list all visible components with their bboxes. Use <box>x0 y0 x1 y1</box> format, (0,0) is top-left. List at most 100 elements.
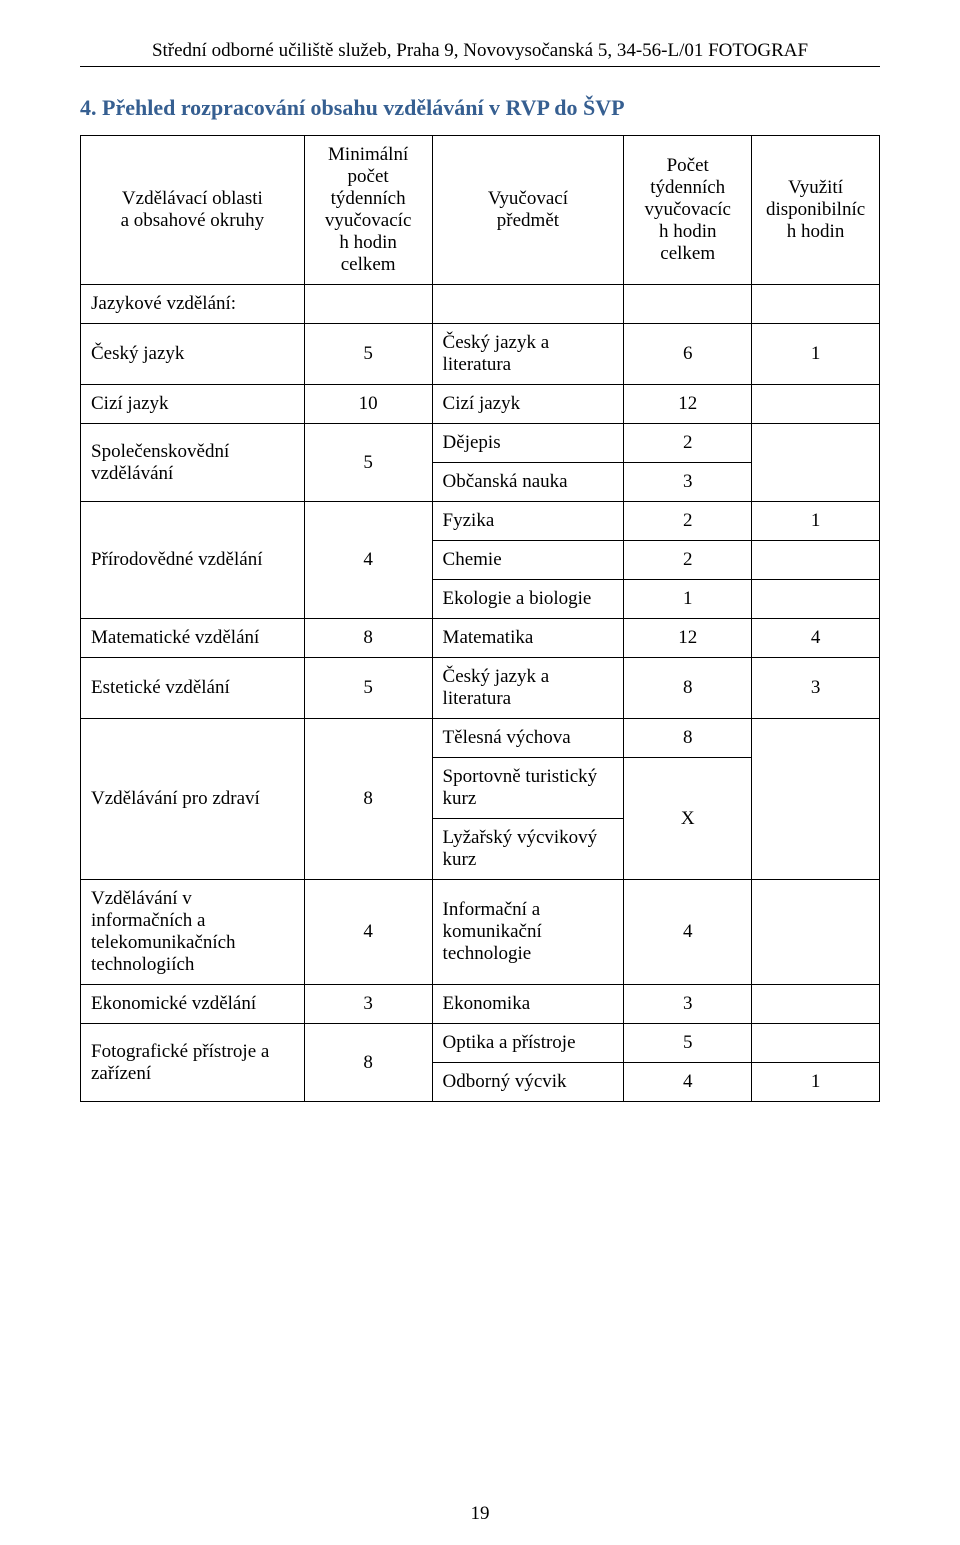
cell-empty <box>752 385 880 424</box>
cell-disp-cesky: 1 <box>752 324 880 385</box>
head-count: Počet týdenních vyučovacíc h hodin celke… <box>624 136 752 285</box>
cell-subj-dejepis: Dějepis <box>432 424 624 463</box>
cell-subj-ekobio: Ekologie a biologie <box>432 580 624 619</box>
cell-empty <box>624 285 752 324</box>
page-number: 19 <box>0 1503 960 1525</box>
head-cnt-l4: h hodin <box>634 221 741 243</box>
cell-min-cesky: 5 <box>304 324 432 385</box>
cell-cnt-telesna: 8 <box>624 719 752 758</box>
page: Střední odborné učiliště služeb, Praha 9… <box>0 0 960 1545</box>
table-row: Český jazyk 5 Český jazyk a literatura 6… <box>81 324 880 385</box>
head-min-l1: Minimální <box>315 144 422 166</box>
table-header-row: Vzdělávací oblasti a obsahové okruhy Min… <box>81 136 880 285</box>
cell-area-ikt: Vzdělávání v informačních a telekomunika… <box>81 880 305 985</box>
head-min-l3: týdenních <box>315 188 422 210</box>
cell-empty <box>752 1024 880 1063</box>
cell-cnt-cizi: 12 <box>624 385 752 424</box>
cell-min-mat: 8 <box>304 619 432 658</box>
head-min-hours: Minimální počet týdenních vyučovacíc h h… <box>304 136 432 285</box>
cell-empty <box>752 541 880 580</box>
head-subj-l1: Vyučovací <box>443 188 614 210</box>
cell-min-foto: 8 <box>304 1024 432 1102</box>
cell-subj-ikt: Informační a komunikační technologie <box>432 880 624 985</box>
cell-min-eko: 3 <box>304 985 432 1024</box>
cell-cnt-optika: 5 <box>624 1024 752 1063</box>
cell-min-zdravi: 8 <box>304 719 432 880</box>
head-areas-line2: a obsahové okruhy <box>91 210 294 232</box>
head-disp-l2: disponibilníc <box>762 199 869 221</box>
cell-disp-mat: 4 <box>752 619 880 658</box>
cell-subj-sport: Sportovně turistický kurz <box>432 758 624 819</box>
cell-cnt-est: 8 <box>624 658 752 719</box>
cell-cnt-sport-x: X <box>624 758 752 880</box>
cell-subj-est: Český jazyk a literatura <box>432 658 624 719</box>
cell-disp-odborny: 1 <box>752 1063 880 1102</box>
cell-cnt-eko: 3 <box>624 985 752 1024</box>
cell-cnt-odborny: 4 <box>624 1063 752 1102</box>
head-areas: Vzdělávací oblasti a obsahové okruhy <box>81 136 305 285</box>
cell-subj-odborny: Odborný výcvik <box>432 1063 624 1102</box>
cell-cnt-fyzika: 2 <box>624 502 752 541</box>
cell-area-foto: Fotografické přístroje a zařízení <box>81 1024 305 1102</box>
cell-empty <box>304 285 432 324</box>
cell-area-mat: Matematické vzdělání <box>81 619 305 658</box>
cell-cnt-cesky: 6 <box>624 324 752 385</box>
cell-subj-fyzika: Fyzika <box>432 502 624 541</box>
cell-area-est: Estetické vzdělání <box>81 658 305 719</box>
head-subject: Vyučovací předmět <box>432 136 624 285</box>
cell-subj-optika: Optika a přístroje <box>432 1024 624 1063</box>
head-min-l4: vyučovacíc <box>315 210 422 232</box>
head-cnt-l2: týdenních <box>634 177 741 199</box>
table-row: Matematické vzdělání 8 Matematika 12 4 <box>81 619 880 658</box>
head-disp-l3: h hodin <box>762 221 869 243</box>
cell-cnt-mat: 12 <box>624 619 752 658</box>
cell-area-prirodo: Přírodovědné vzdělání <box>81 502 305 619</box>
table-row: Jazykové vzdělání: <box>81 285 880 324</box>
cell-cnt-obcan: 3 <box>624 463 752 502</box>
head-cnt-l3: vyučovacíc <box>634 199 741 221</box>
cell-subj-lyz: Lyžařský výcvikový kurz <box>432 819 624 880</box>
table-row: Cizí jazyk 10 Cizí jazyk 12 <box>81 385 880 424</box>
head-min-l6: celkem <box>315 254 422 276</box>
head-disp: Využití disponibilníc h hodin <box>752 136 880 285</box>
cell-subj-cizi: Cizí jazyk <box>432 385 624 424</box>
cell-area-cizi: Cizí jazyk <box>81 385 305 424</box>
table-row: Vzdělávání v informačních a telekomunika… <box>81 880 880 985</box>
cell-min-est: 5 <box>304 658 432 719</box>
cell-empty <box>432 285 624 324</box>
table-row: Přírodovědné vzdělání 4 Fyzika 2 1 <box>81 502 880 541</box>
head-disp-l1: Využití <box>762 177 869 199</box>
head-areas-line1: Vzdělávací oblasti <box>91 188 294 210</box>
head-cnt-l5: celkem <box>634 243 741 265</box>
cell-min-spolec: 5 <box>304 424 432 502</box>
cell-empty <box>752 985 880 1024</box>
cell-subj-obcan: Občanská nauka <box>432 463 624 502</box>
table-row: Vzdělávání pro zdraví 8 Tělesná výchova … <box>81 719 880 758</box>
head-min-l2: počet <box>315 166 422 188</box>
cell-cnt-chemie: 2 <box>624 541 752 580</box>
page-header: Střední odborné učiliště služeb, Praha 9… <box>80 40 880 62</box>
head-cnt-l1: Počet <box>634 155 741 177</box>
cell-subj-chemie: Chemie <box>432 541 624 580</box>
cell-subj-telesna: Tělesná výchova <box>432 719 624 758</box>
table-row: Estetické vzdělání 5 Český jazyk a liter… <box>81 658 880 719</box>
cell-area-spolec: Společenskovědní vzdělávání <box>81 424 305 502</box>
curriculum-table: Vzdělávací oblasti a obsahové okruhy Min… <box>80 135 880 1102</box>
cell-disp-est: 3 <box>752 658 880 719</box>
cell-subj-ceskylit: Český jazyk a literatura <box>432 324 624 385</box>
cell-area-zdravi: Vzdělávání pro zdraví <box>81 719 305 880</box>
cell-area-eko: Ekonomické vzdělání <box>81 985 305 1024</box>
cell-cnt-ekobio: 1 <box>624 580 752 619</box>
table-row: Ekonomické vzdělání 3 Ekonomika 3 <box>81 985 880 1024</box>
cell-empty <box>752 285 880 324</box>
table-row: Fotografické přístroje a zařízení 8 Opti… <box>81 1024 880 1063</box>
cell-subj-eko: Ekonomika <box>432 985 624 1024</box>
head-min-l5: h hodin <box>315 232 422 254</box>
header-rule <box>80 66 880 67</box>
cell-subj-mat: Matematika <box>432 619 624 658</box>
cell-empty <box>752 424 880 502</box>
table-row: Společenskovědní vzdělávání 5 Dějepis 2 <box>81 424 880 463</box>
cell-empty <box>752 580 880 619</box>
cell-cnt-ikt: 4 <box>624 880 752 985</box>
cell-empty <box>752 719 880 880</box>
